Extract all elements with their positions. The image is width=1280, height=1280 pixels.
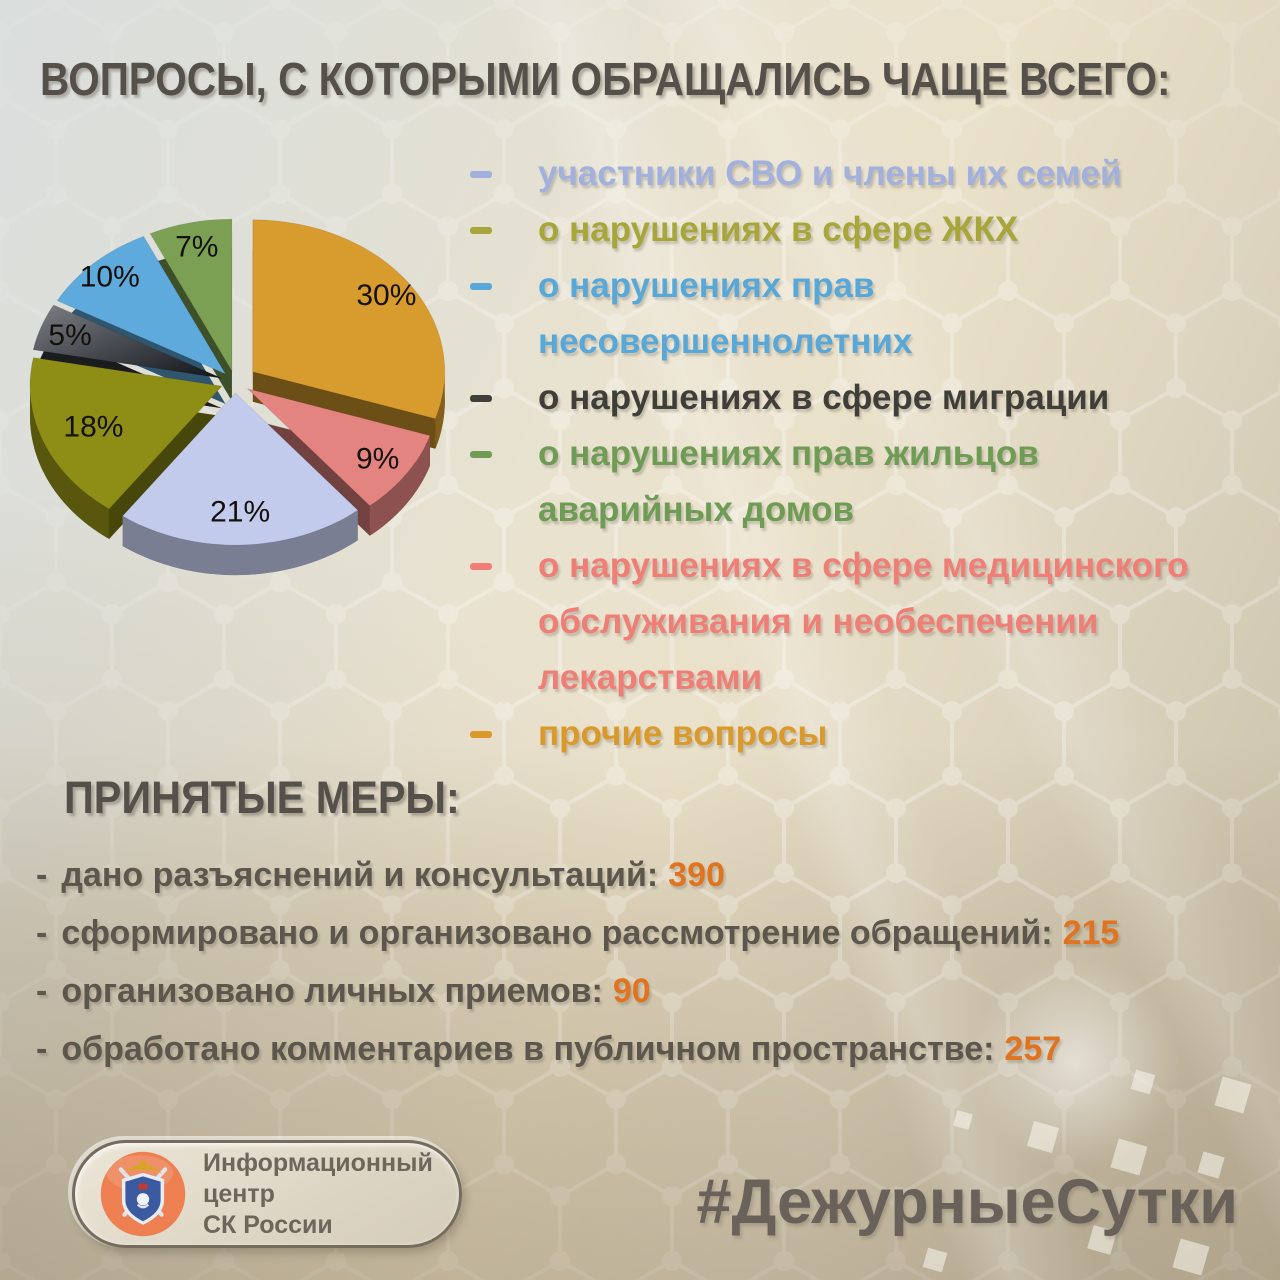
legend-dash <box>470 227 492 234</box>
pie-slice <box>32 304 223 379</box>
bullet-dash: - <box>36 856 48 894</box>
decor-square <box>1214 1076 1252 1114</box>
measure-label: сформировано и организовано рассмотрение… <box>61 914 1053 952</box>
measure-label: дано разъяснений и консультаций: <box>61 856 659 894</box>
legend-item: о нарушениях прав несовершеннолетних <box>462 258 1202 370</box>
pie-slice-rim <box>435 371 445 449</box>
pie-slice <box>56 235 227 375</box>
legend-item: участники СВО и члены их семей <box>462 146 1202 202</box>
decor-square <box>922 1247 948 1273</box>
page-title: ВОПРОСЫ, С КОТОРЫМИ ОБРАЩАЛИСЬ ЧАЩЕ ВСЕГ… <box>40 53 1171 105</box>
measures-title: ПРИНЯТЫЕ МЕРЫ: <box>64 772 460 823</box>
info-center-badge: Информационный центр СК России <box>72 1140 462 1248</box>
legend-label: о нарушениях в сфере ЖКХ <box>538 210 1019 249</box>
pie-chart: 30% 9% 21% 18% 5% 10% 7% <box>29 218 446 576</box>
measure-value: 215 <box>1062 914 1120 952</box>
measure-item: - организовано личных приемов: 90 <box>36 962 1256 1020</box>
measure-label: организовано личных приемов: <box>61 972 603 1010</box>
measures-list: - дано разъяснений и консультаций: 390- сфо… <box>36 846 1256 1078</box>
measure-value: 90 <box>612 972 651 1010</box>
measure-item: - обработано комментариев в публичном про… <box>36 1020 1256 1078</box>
legend-item: о нарушениях в сфере миграции <box>462 370 1202 426</box>
legend-label: о нарушениях в сфере миграции <box>538 378 1110 417</box>
chart-legend: участники СВО и члены их семей о нарушени… <box>462 146 1202 762</box>
bullet-dash: - <box>36 914 48 952</box>
decor-square <box>1026 1120 1060 1154</box>
measure-item: - сформировано и организовано рассмотрени… <box>36 904 1256 962</box>
legend-label: участники СВО и члены их семей <box>538 154 1122 193</box>
measure-item: - дано разъяснений и консультаций: 390 <box>36 846 1256 904</box>
bullet-dash: - <box>36 972 48 1010</box>
pie-slice-rim <box>122 510 358 576</box>
legend-item: прочие вопросы <box>462 706 1202 762</box>
legend-label: о нарушениях прав несовершеннолетних <box>538 266 913 361</box>
decor-square <box>953 1110 973 1130</box>
info-center-line2: СК России <box>203 1210 333 1239</box>
legend-item: о нарушениях в сфере медицинского обслуж… <box>462 538 1202 706</box>
legend-label: прочие вопросы <box>538 714 828 753</box>
legend-item: о нарушениях в сфере ЖКХ <box>462 202 1202 258</box>
pie-label: 30% <box>356 279 416 312</box>
legend-dash <box>470 395 492 402</box>
legend-dash <box>470 731 492 738</box>
pie-slice-rim <box>369 435 431 536</box>
legend-dash <box>470 451 492 458</box>
legend-item: о нарушениях прав жильцов аварийных домо… <box>462 426 1202 538</box>
pie-label: 5% <box>48 319 91 352</box>
pie-label: 7% <box>175 231 218 264</box>
hashtag: #ДежурныеСутки <box>696 1167 1238 1237</box>
pie-chart-wrap: 30% 9% 21% 18% 5% 10% 7% <box>10 200 470 600</box>
pie-slice-rim <box>29 386 110 540</box>
legend-label: о нарушениях в сфере медицинского обслуж… <box>538 546 1189 697</box>
pie-slice <box>245 387 431 507</box>
legend-dash <box>470 283 492 290</box>
bullet-dash: - <box>36 1030 48 1068</box>
sk-emblem-icon <box>100 1151 186 1237</box>
measure-value: 390 <box>668 856 725 894</box>
pie-slice <box>121 392 359 546</box>
pie-label: 9% <box>356 443 399 476</box>
pie-label: 10% <box>80 260 140 293</box>
pie-slice <box>252 219 446 420</box>
pie-label: 18% <box>63 410 123 443</box>
measure-label: обработано комментариев в публичном прос… <box>61 1030 995 1068</box>
decor-square <box>1172 1238 1210 1276</box>
info-center-line1: Информационный центр <box>203 1148 433 1208</box>
pie-slice <box>149 218 233 374</box>
legend-label: о нарушениях прав жильцов аварийных домо… <box>538 434 1039 529</box>
measure-value: 257 <box>1004 1030 1062 1068</box>
info-center-label: Информационный центр СК России <box>203 1148 459 1241</box>
legend-dash <box>470 171 492 178</box>
pie-label: 21% <box>210 496 270 529</box>
legend-dash <box>470 563 492 570</box>
pie-slice <box>29 357 223 510</box>
